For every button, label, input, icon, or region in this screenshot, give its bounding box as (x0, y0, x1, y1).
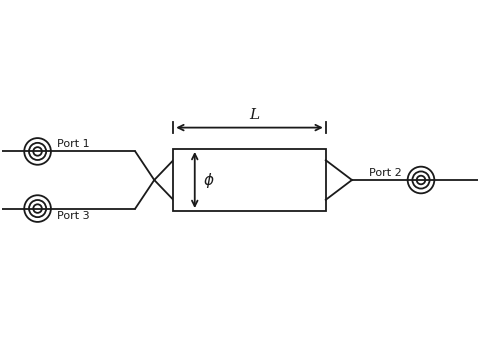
Text: $\phi$: $\phi$ (204, 171, 215, 189)
Text: Port 1: Port 1 (57, 139, 89, 149)
Text: L: L (249, 108, 259, 122)
Text: Port 2: Port 2 (369, 168, 402, 177)
Text: Port 3: Port 3 (57, 211, 89, 221)
Bar (173, 149, 326, 211)
